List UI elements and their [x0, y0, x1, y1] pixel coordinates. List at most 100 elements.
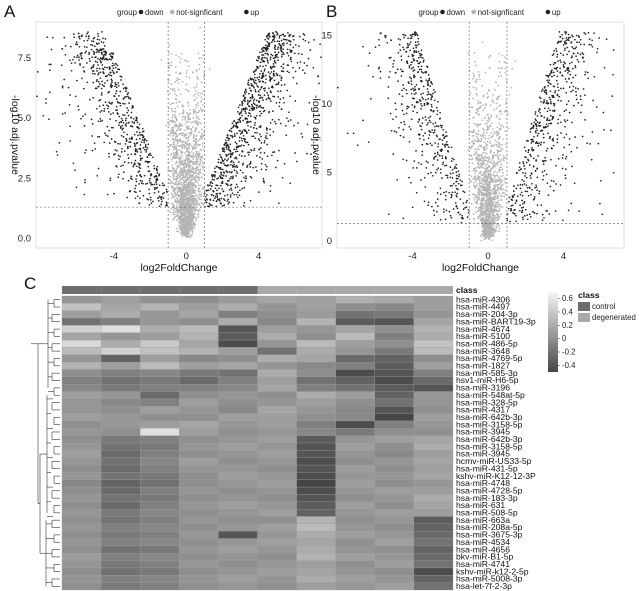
point-not-significant: [480, 210, 483, 213]
point-not-significant: [480, 173, 483, 176]
point-not-significant: [186, 201, 189, 203]
point-up: [246, 103, 249, 106]
point-down: [112, 52, 115, 55]
point-not-significant: [475, 124, 477, 126]
point-not-significant: [495, 203, 497, 206]
point-down: [158, 184, 161, 187]
point-up: [269, 58, 272, 61]
point-down: [127, 121, 130, 124]
point-not-significant: [178, 222, 181, 224]
point-up: [277, 202, 280, 205]
point-not-significant: [174, 97, 177, 100]
point-down: [80, 55, 83, 57]
point-down: [123, 161, 126, 163]
point-not-significant: [194, 175, 197, 178]
point-not-significant: [488, 216, 490, 219]
point-not-significant: [194, 130, 196, 133]
point-not-significant: [185, 220, 187, 223]
point-up: [260, 86, 263, 89]
point-not-significant: [186, 226, 188, 228]
point-up: [246, 118, 249, 120]
point-up: [269, 90, 272, 92]
point-up: [224, 142, 227, 144]
point-not-significant: [197, 216, 200, 218]
point-down: [148, 179, 151, 182]
point-up: [235, 156, 237, 159]
point-down: [93, 51, 96, 54]
point-not-significant: [475, 132, 478, 135]
point-not-significant: [487, 193, 490, 196]
point-not-significant: [491, 229, 494, 232]
point-up: [278, 40, 281, 43]
point-not-significant: [202, 161, 204, 163]
point-down: [118, 124, 120, 126]
point-up: [283, 53, 285, 56]
point-down: [51, 36, 54, 39]
point-not-significant: [486, 190, 489, 193]
point-not-significant: [173, 213, 176, 216]
point-not-significant: [178, 220, 180, 223]
point-up: [270, 78, 272, 81]
point-not-significant: [478, 114, 481, 116]
point-up: [255, 107, 258, 109]
point-up: [237, 106, 240, 109]
point-up: [572, 76, 574, 79]
point-not-significant: [175, 124, 178, 126]
point-down: [136, 149, 138, 151]
point-up: [236, 146, 239, 149]
point-up: [263, 56, 266, 59]
point-up: [264, 136, 267, 139]
point-down: [160, 195, 163, 198]
point-not-significant: [490, 162, 493, 164]
point-not-significant: [491, 216, 493, 219]
point-not-significant: [182, 111, 185, 113]
point-not-significant: [175, 80, 178, 82]
point-not-significant: [496, 154, 499, 156]
legend-marker: [244, 9, 249, 15]
point-not-significant: [187, 138, 190, 141]
point-not-significant: [185, 60, 188, 62]
point-not-significant: [496, 141, 499, 143]
point-up: [247, 151, 249, 154]
point-down: [153, 183, 156, 186]
point-not-significant: [176, 230, 178, 233]
point-not-significant: [479, 159, 481, 161]
point-not-significant: [175, 204, 178, 207]
point-down: [109, 179, 112, 182]
point-not-significant: [496, 223, 499, 226]
point-not-significant: [186, 206, 188, 209]
point-up: [262, 54, 265, 56]
point-down: [126, 107, 128, 109]
point-not-significant: [486, 221, 489, 224]
point-not-significant: [185, 126, 188, 128]
point-up: [254, 90, 257, 93]
point-not-significant: [184, 116, 187, 119]
x-tick-label: -4: [110, 251, 118, 262]
point-up: [207, 205, 210, 208]
point-not-significant: [172, 195, 175, 198]
point-not-significant: [493, 204, 496, 207]
point-not-significant: [192, 108, 195, 111]
point-up: [221, 150, 224, 153]
point-not-significant: [473, 196, 476, 199]
point-up: [229, 163, 232, 166]
point-up: [227, 202, 230, 205]
point-down: [148, 188, 150, 191]
point-not-significant: [192, 137, 195, 140]
point-not-significant: [176, 77, 178, 79]
point-not-significant: [493, 211, 496, 213]
point-down: [134, 145, 136, 148]
point-up: [231, 177, 234, 180]
point-not-significant: [493, 191, 496, 193]
point-down: [127, 161, 130, 164]
point-not-significant: [201, 176, 203, 179]
point-not-significant: [493, 187, 496, 189]
point-up: [229, 196, 232, 198]
point-up: [277, 48, 279, 50]
point-down: [139, 157, 142, 160]
point-up: [275, 30, 277, 33]
point-up: [208, 202, 211, 205]
legend-label: down: [447, 8, 466, 17]
point-up: [226, 134, 229, 136]
point-up: [206, 198, 208, 201]
